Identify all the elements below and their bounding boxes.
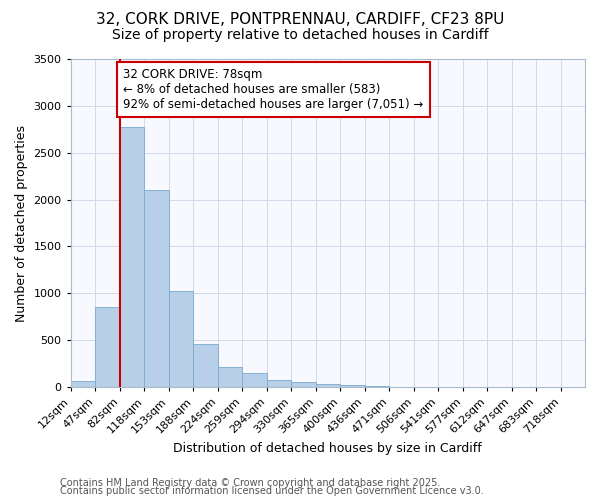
Bar [144,190,169,387]
Bar [340,385,365,387]
X-axis label: Distribution of detached houses by size in Cardiff: Distribution of detached houses by size … [173,442,482,455]
Bar [193,344,218,387]
Bar [316,384,340,387]
Text: 32, CORK DRIVE, PONTPRENNAU, CARDIFF, CF23 8PU: 32, CORK DRIVE, PONTPRENNAU, CARDIFF, CF… [96,12,504,28]
Text: Contains HM Land Registry data © Crown copyright and database right 2025.: Contains HM Land Registry data © Crown c… [60,478,440,488]
Bar [218,368,242,387]
Text: Size of property relative to detached houses in Cardiff: Size of property relative to detached ho… [112,28,488,42]
Text: 32 CORK DRIVE: 78sqm
← 8% of detached houses are smaller (583)
92% of semi-detac: 32 CORK DRIVE: 78sqm ← 8% of detached ho… [124,68,424,112]
Bar [119,127,144,387]
Bar [95,308,119,387]
Bar [266,380,291,387]
Bar [291,382,316,387]
Bar [242,373,266,387]
Bar [169,290,193,387]
Bar [365,386,389,387]
Bar [71,382,95,387]
Y-axis label: Number of detached properties: Number of detached properties [15,124,28,322]
Text: Contains public sector information licensed under the Open Government Licence v3: Contains public sector information licen… [60,486,484,496]
